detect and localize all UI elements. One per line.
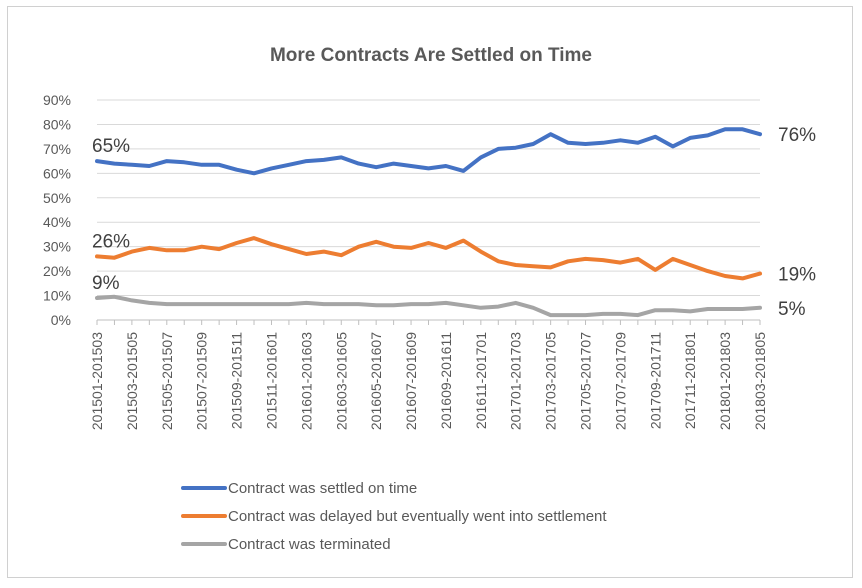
legend-label: Contract was delayed but eventually went… [228,508,607,525]
x-tick-label: 201609-201611 [438,332,454,429]
x-tick-label: 201703-201705 [543,332,559,430]
x-axis-ticks: 201501-201503 201503-201505 201505-201507 2… [89,320,768,430]
x-tick-label: 201505-201507 [159,332,175,430]
data-label: 76% [778,125,816,146]
data-label: 65% [92,136,130,157]
y-tick-label: 90% [43,92,71,108]
x-tick-label: 201605-201607 [368,332,384,430]
data-label: 5% [778,299,806,320]
y-tick-label: 20% [43,263,71,279]
y-axis-ticks: 0% 10% 20% 30% 40% 50% 60% 70% 80% 90% [43,92,71,328]
y-tick-label: 80% [43,116,71,132]
y-tick-label: 60% [43,165,71,181]
x-tick-label: 201607-201609 [403,332,419,430]
legend-label: Contract was settled on time [228,480,417,497]
x-tick-label: 201503-201505 [124,332,140,430]
series-lines [95,127,762,318]
series-line [95,236,762,281]
x-tick-label: 201611-201701 [473,332,489,429]
data-label: 9% [92,273,120,294]
data-label: 26% [92,231,130,252]
x-tick-label: 201511-201601 [263,332,279,429]
x-tick-label: 201803-201805 [752,332,768,430]
x-tick-label: 201709-201711 [647,332,663,429]
y-tick-label: 30% [43,239,71,255]
x-tick-label: 201501-201503 [89,332,105,430]
y-tick-label: 70% [43,141,71,157]
y-tick-label: 10% [43,288,71,304]
chart-frame [7,6,853,578]
series-line [95,294,762,318]
y-tick-label: 50% [43,190,71,206]
x-tick-label: 201701-201703 [508,332,524,430]
x-tick-label: 201601-201603 [298,332,314,430]
legend-label: Contract was terminated [228,536,391,553]
y-tick-label: 0% [51,312,71,328]
x-tick-label: 201707-201709 [612,332,628,430]
x-tick-label: 201507-201509 [194,332,210,430]
legend: Contract was settled on time Contract was… [181,480,607,553]
x-tick-label: 201705-201707 [578,332,594,430]
x-tick-label: 201603-201605 [333,332,349,430]
chart-title: More Contracts Are Settled on Time [270,45,592,66]
series-line [95,127,762,176]
data-labels: 65% 76% 26% 19% 9% 5% [92,125,816,320]
y-tick-label: 40% [43,214,71,230]
x-tick-label: 201509-201511 [229,332,245,429]
gridlines [97,99,760,321]
x-tick-label: 201801-201803 [717,332,733,430]
x-tick-label: 201711-201801 [682,332,698,429]
data-label: 19% [778,265,816,286]
